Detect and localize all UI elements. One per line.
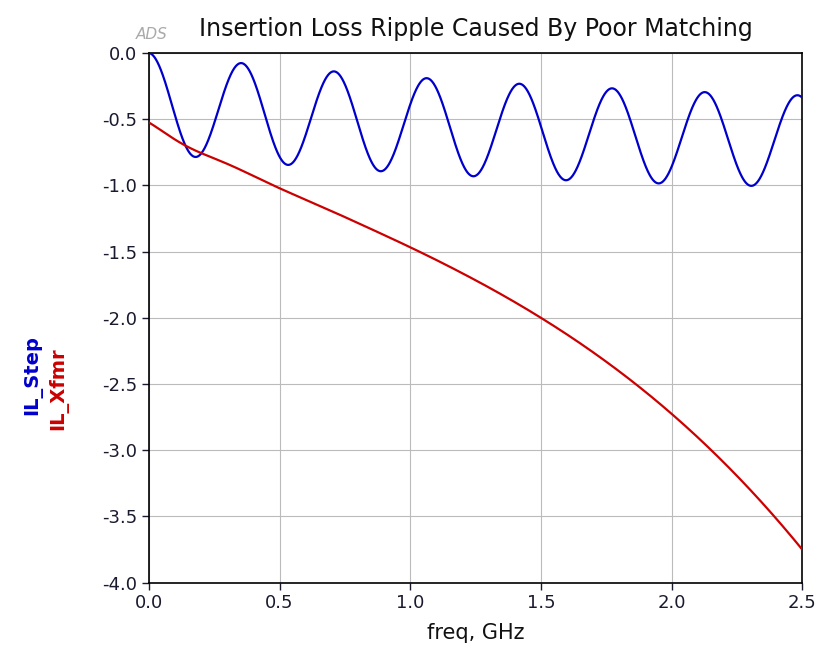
Text: ADS: ADS [136, 27, 168, 42]
Text: IL_Step: IL_Step [24, 335, 42, 415]
X-axis label: freq, GHz: freq, GHz [427, 624, 524, 643]
Text: IL_Xfmr: IL_Xfmr [48, 347, 68, 430]
Title: Insertion Loss Ripple Caused By Poor Matching: Insertion Loss Ripple Caused By Poor Mat… [198, 17, 753, 41]
